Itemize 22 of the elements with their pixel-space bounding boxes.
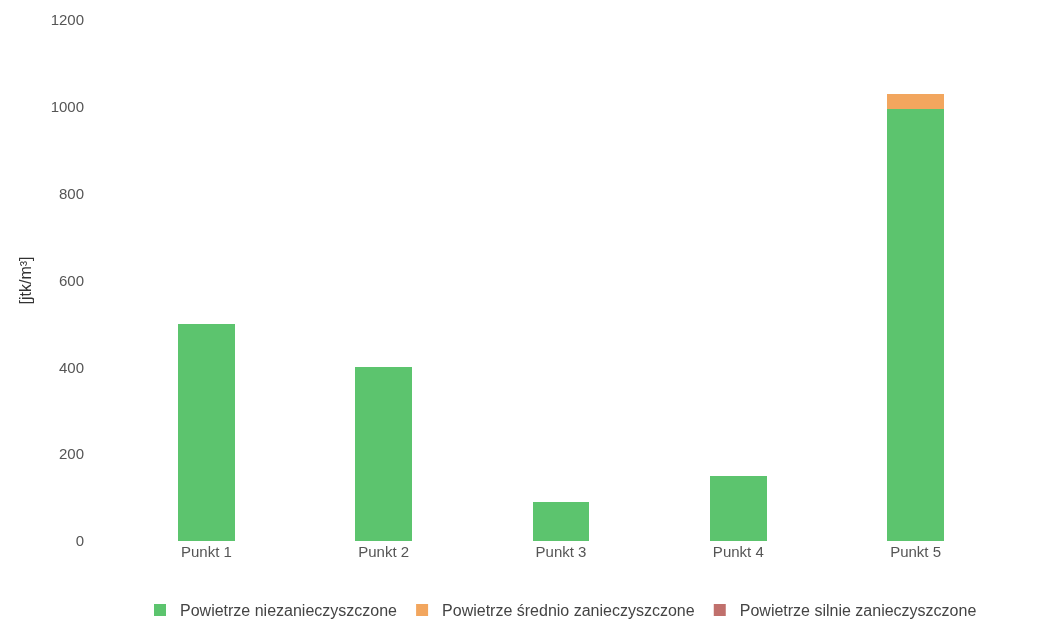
- y-tick-label: 0: [75, 532, 84, 550]
- y-tick-label: 400: [58, 358, 84, 376]
- bar: [532, 501, 590, 541]
- bar: [887, 109, 944, 541]
- x-tick-label: Punkt 4: [712, 543, 764, 560]
- legend-label: Powietrze silnie zanieczyszczone: [739, 602, 977, 620]
- x-tick-label: Punkt 5: [890, 543, 942, 560]
- x-tick-label: Punkt 3: [535, 543, 587, 560]
- x-tick-label: Punkt 2: [358, 543, 410, 560]
- y-tick-label: 1000: [50, 98, 84, 116]
- y-tick-label: 600: [58, 271, 84, 289]
- bar: [887, 93, 944, 109]
- y-tick-label: 200: [58, 445, 84, 463]
- y-tick-label: 800: [58, 184, 84, 202]
- legend-label: Powietrze średnio zanieczyszczone: [442, 602, 695, 620]
- y-tick-label: 1200: [50, 11, 84, 29]
- legend-label: Powietrze niezanieczyszczone: [180, 602, 398, 620]
- bar: [178, 323, 235, 541]
- y-axis-title: [jtk/m³]: [16, 256, 34, 305]
- bar: [709, 475, 767, 541]
- x-tick-label: Punkt 1: [180, 543, 232, 560]
- bar: [355, 367, 413, 541]
